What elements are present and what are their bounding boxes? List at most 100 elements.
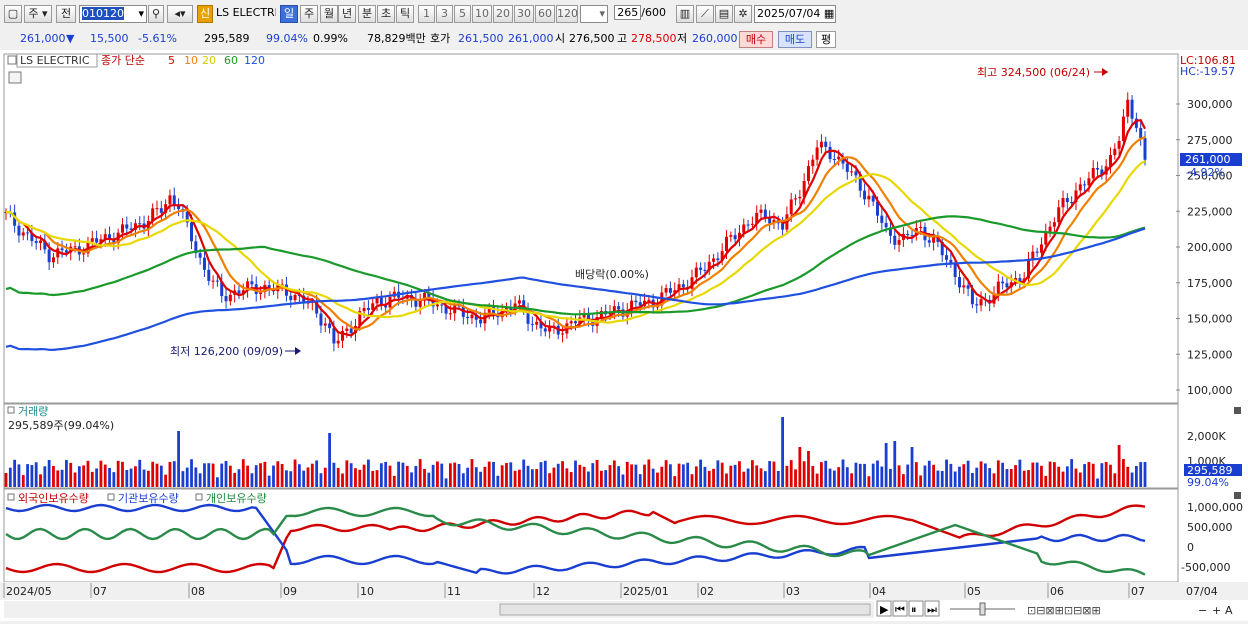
- period-day[interactable]: 일: [280, 5, 298, 23]
- volume-bar: [755, 465, 759, 487]
- buy-button[interactable]: 매수: [739, 31, 773, 48]
- nav-pause-button[interactable]: [908, 600, 924, 617]
- volume-bar: [1078, 472, 1082, 487]
- save-icon[interactable]: ▤: [715, 5, 733, 23]
- interval-3[interactable]: 3: [436, 5, 453, 23]
- volume-bar: [548, 473, 552, 487]
- nav-next-button[interactable]: [876, 600, 892, 617]
- volume-bar: [392, 475, 396, 487]
- dividend-annotation: 배당락(0.00%): [575, 268, 649, 281]
- candle-body: [1065, 198, 1069, 203]
- volume-bar: [927, 460, 931, 487]
- zoom-in-icon[interactable]: +: [1212, 604, 1221, 617]
- candle-body: [237, 290, 241, 294]
- gear-icon[interactable]: ✲: [734, 5, 752, 23]
- candle-body: [772, 219, 776, 224]
- y-tick-label: 250,000: [1187, 170, 1233, 183]
- holdings-close-icon[interactable]: [1234, 492, 1241, 499]
- interval-dropdown[interactable]: ▾: [580, 5, 608, 23]
- candle-body: [289, 295, 293, 301]
- interval-1[interactable]: 1: [418, 5, 435, 23]
- calendar-icon[interactable]: ▦: [823, 7, 835, 20]
- new-badge[interactable]: 신: [197, 5, 213, 23]
- volume-bar: [561, 461, 564, 487]
- volume-bar: [142, 469, 146, 487]
- count-display[interactable]: 265/600: [612, 5, 668, 23]
- nav-first-button[interactable]: [892, 600, 908, 617]
- search-icon[interactable]: ⚲: [148, 5, 164, 23]
- volume-bar: [966, 460, 970, 487]
- candle-body: [1018, 278, 1022, 282]
- period-second[interactable]: 초: [377, 5, 395, 23]
- foreign-legend: 외국인보유수량: [18, 492, 89, 505]
- tool-icons[interactable]: ⊡⊟⊠⊞⊡⊟⊠⊞: [1027, 604, 1101, 617]
- period-year[interactable]: 년: [338, 5, 356, 23]
- volume-bar: [69, 462, 73, 487]
- candle-body: [815, 147, 819, 160]
- volume-bar: [656, 472, 659, 487]
- volume-title: 거래량: [18, 405, 48, 418]
- volume-bar: [1014, 465, 1017, 487]
- volume-bar: [1027, 470, 1030, 487]
- window-icon[interactable]: ▢: [4, 5, 22, 23]
- bar-chart-icon[interactable]: ▥: [676, 5, 694, 23]
- stock-code-input[interactable]: 010120 ▾: [79, 5, 147, 23]
- volume-close-icon[interactable]: [1234, 407, 1241, 414]
- volume-bar: [707, 470, 711, 487]
- first-icon: ⏮: [895, 603, 905, 616]
- interval-10[interactable]: 10: [472, 5, 492, 23]
- stock-chart[interactable]: LS ELECTRIC 종가 단순 5 10 20 60 120 LC:106.…: [0, 50, 1248, 621]
- speaker-icon[interactable]: ◂▾: [167, 5, 193, 23]
- candle-body: [112, 239, 116, 243]
- candle-body: [725, 236, 729, 252]
- sell-button[interactable]: 매도: [778, 31, 812, 48]
- font-icon[interactable]: A: [1225, 604, 1233, 617]
- volume-bar: [211, 463, 215, 487]
- x-tick-label: 12: [536, 585, 550, 598]
- period-minute[interactable]: 분: [358, 5, 376, 23]
- chart-area[interactable]: LS ELECTRIC 종가 단순 5 10 20 60 120 LC:106.…: [0, 50, 1248, 621]
- interval-60[interactable]: 60: [535, 5, 555, 23]
- price-panel: [3, 53, 1179, 404]
- zoom-out-icon[interactable]: −: [1198, 604, 1207, 617]
- candle-body: [302, 295, 306, 304]
- eval-button[interactable]: 평: [816, 31, 836, 48]
- candle-body: [681, 284, 685, 288]
- line-chart-icon[interactable]: ⟋: [696, 5, 714, 23]
- volume-bar: [397, 461, 401, 487]
- holdings-tick-minus500k: -500,000: [1181, 561, 1230, 574]
- menu-dropdown[interactable]: 주 ▾: [24, 5, 52, 23]
- period-week[interactable]: 주: [300, 5, 318, 23]
- volume-bar: [1100, 463, 1104, 487]
- zoom-slider-handle[interactable]: [979, 602, 986, 616]
- quote-bar: 261,000 ▼ 15,500 -5.61% 295,589 99.04% 0…: [0, 28, 1248, 51]
- x-axis-bar: [0, 582, 1248, 600]
- candle-body: [129, 228, 133, 230]
- period-month[interactable]: 월: [320, 5, 338, 23]
- volume-bar: [647, 459, 651, 487]
- candle-body: [43, 240, 47, 250]
- period-tick[interactable]: 틱: [396, 5, 414, 23]
- volume-bar: [30, 465, 34, 487]
- scroll-thumb[interactable]: [499, 603, 871, 616]
- volume-bar: [617, 466, 621, 487]
- volume-bar: [530, 469, 534, 487]
- interval-30[interactable]: 30: [514, 5, 534, 23]
- nav-last-button[interactable]: [924, 600, 940, 617]
- volume-bar: [125, 470, 129, 487]
- volume-bar: [582, 466, 586, 487]
- volume-bar: [354, 468, 357, 487]
- stock-label-box: [16, 53, 98, 68]
- prev-button[interactable]: 전: [56, 5, 76, 23]
- volume-bar: [940, 470, 944, 487]
- candle-body: [379, 297, 383, 306]
- interval-120[interactable]: 120: [556, 5, 578, 23]
- interval-5[interactable]: 5: [454, 5, 471, 23]
- date-input[interactable]: 2025/07/04 ▦: [754, 5, 836, 23]
- interval-20[interactable]: 20: [493, 5, 513, 23]
- table-icon[interactable]: [8, 71, 22, 84]
- candle-body: [957, 277, 961, 288]
- candle-body: [470, 314, 474, 319]
- volume-bar: [914, 462, 918, 487]
- volume-bar: [725, 473, 728, 487]
